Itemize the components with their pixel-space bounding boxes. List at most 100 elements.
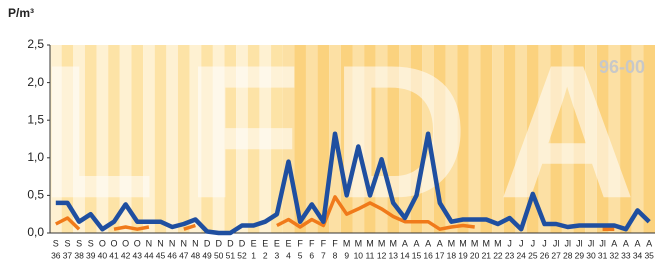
x-tick-label: 31 [598, 250, 608, 260]
x-month-label: M [378, 238, 386, 248]
x-month-label: Jl [576, 238, 583, 248]
x-month-label: M [459, 238, 467, 248]
x-tick-label: 35 [644, 250, 654, 260]
x-tick-label: 16 [423, 250, 433, 260]
x-tick-label: 5 [298, 250, 303, 260]
x-tick-label: 18 [447, 250, 457, 260]
x-month-label: E [251, 238, 257, 248]
x-tick-label: 14 [400, 250, 410, 260]
x-month-label: A [646, 238, 652, 248]
x-tick-label: 25 [528, 250, 538, 260]
x-month-label: D [239, 238, 246, 248]
x-month-label: S [64, 238, 70, 248]
x-tick-label: 28 [563, 250, 573, 260]
x-month-label: A [402, 238, 408, 248]
x-tick-label: 41 [109, 250, 119, 260]
x-month-label: A [623, 238, 629, 248]
x-month-label: M [366, 238, 374, 248]
y-tick-label: 2,5 [27, 37, 44, 51]
x-tick-label: 39 [86, 250, 96, 260]
x-tick-label: 22 [493, 250, 503, 260]
x-month-label: F [332, 238, 338, 248]
x-month-label: M [471, 238, 479, 248]
x-month-label: N [146, 238, 153, 248]
x-tick-label: 45 [156, 250, 166, 260]
x-month-label: A [437, 238, 443, 248]
y-tick-label: 1,0 [27, 150, 44, 164]
chart: P/m³ LFDA96-000,00,51,01,52,02,5S36S37S3… [0, 0, 656, 270]
x-tick-label: 29 [575, 250, 585, 260]
x-tick-label: 33 [621, 250, 631, 260]
x-tick-label: 30 [586, 250, 596, 260]
x-tick-label: 36 [51, 250, 61, 260]
y-tick-label: 2,0 [27, 75, 44, 89]
x-month-label: D [227, 238, 234, 248]
y-tick-label: 0,5 [27, 188, 44, 202]
x-tick-label: 40 [98, 250, 108, 260]
y-tick-label: 1,5 [27, 112, 44, 126]
x-month-label: A [635, 238, 641, 248]
x-tick-label: 51 [226, 250, 236, 260]
x-month-label: N [192, 238, 199, 248]
x-tick-label: 44 [144, 250, 154, 260]
x-month-label: M [355, 238, 363, 248]
x-tick-label: 47 [179, 250, 189, 260]
x-tick-label: 6 [309, 250, 314, 260]
x-month-label: N [181, 238, 188, 248]
x-month-label: M [389, 238, 397, 248]
x-month-label: E [274, 238, 280, 248]
y-tick-label: 0,0 [27, 225, 44, 239]
x-tick-label: 1 [251, 250, 256, 260]
x-month-label: S [53, 238, 59, 248]
x-month-label: J [519, 238, 524, 248]
x-month-label: M [343, 238, 351, 248]
x-tick-label: 2 [263, 250, 268, 260]
x-tick-label: 27 [551, 250, 561, 260]
x-month-label: S [76, 238, 82, 248]
x-month-label: E [286, 238, 292, 248]
x-tick-label: 37 [63, 250, 73, 260]
x-month-label: Jl [564, 238, 571, 248]
x-tick-label: 15 [412, 250, 422, 260]
x-month-label: J [507, 238, 512, 248]
x-tick-label: 49 [202, 250, 212, 260]
x-tick-label: 4 [286, 250, 291, 260]
x-tick-label: 7 [321, 250, 326, 260]
x-tick-label: 50 [214, 250, 224, 260]
x-month-label: A [425, 238, 431, 248]
x-tick-label: 26 [540, 250, 550, 260]
x-month-label: F [309, 238, 315, 248]
x-tick-label: 52 [237, 250, 247, 260]
x-tick-label: 43 [133, 250, 143, 260]
x-month-label: F [297, 238, 303, 248]
x-month-label: Jl [553, 238, 560, 248]
x-tick-label: 38 [74, 250, 84, 260]
x-tick-label: 42 [121, 250, 131, 260]
x-month-label: O [122, 238, 129, 248]
x-month-label: J [542, 238, 547, 248]
x-month-label: E [262, 238, 268, 248]
x-tick-label: 11 [366, 250, 375, 260]
x-month-label: D [215, 238, 222, 248]
x-month-label: M [448, 238, 456, 248]
x-month-label: M [494, 238, 502, 248]
x-tick-label: 3 [275, 250, 280, 260]
x-month-label: A [611, 238, 617, 248]
x-month-label: N [169, 238, 176, 248]
x-month-label: F [321, 238, 327, 248]
x-tick-label: 12 [377, 250, 387, 260]
x-month-label: M [483, 238, 491, 248]
x-tick-label: 48 [191, 250, 201, 260]
x-month-label: J [531, 238, 536, 248]
x-tick-label: 23 [505, 250, 515, 260]
x-tick-label: 9 [344, 250, 349, 260]
x-tick-label: 8 [333, 250, 338, 260]
x-tick-label: 10 [354, 250, 364, 260]
x-month-label: Jl [599, 238, 606, 248]
x-tick-label: 21 [482, 250, 492, 260]
x-tick-label: 13 [388, 250, 398, 260]
period-label: 96-00 [599, 57, 645, 77]
x-tick-label: 46 [167, 250, 177, 260]
y-axis-label: P/m³ [8, 6, 34, 20]
x-tick-label: 32 [610, 250, 620, 260]
